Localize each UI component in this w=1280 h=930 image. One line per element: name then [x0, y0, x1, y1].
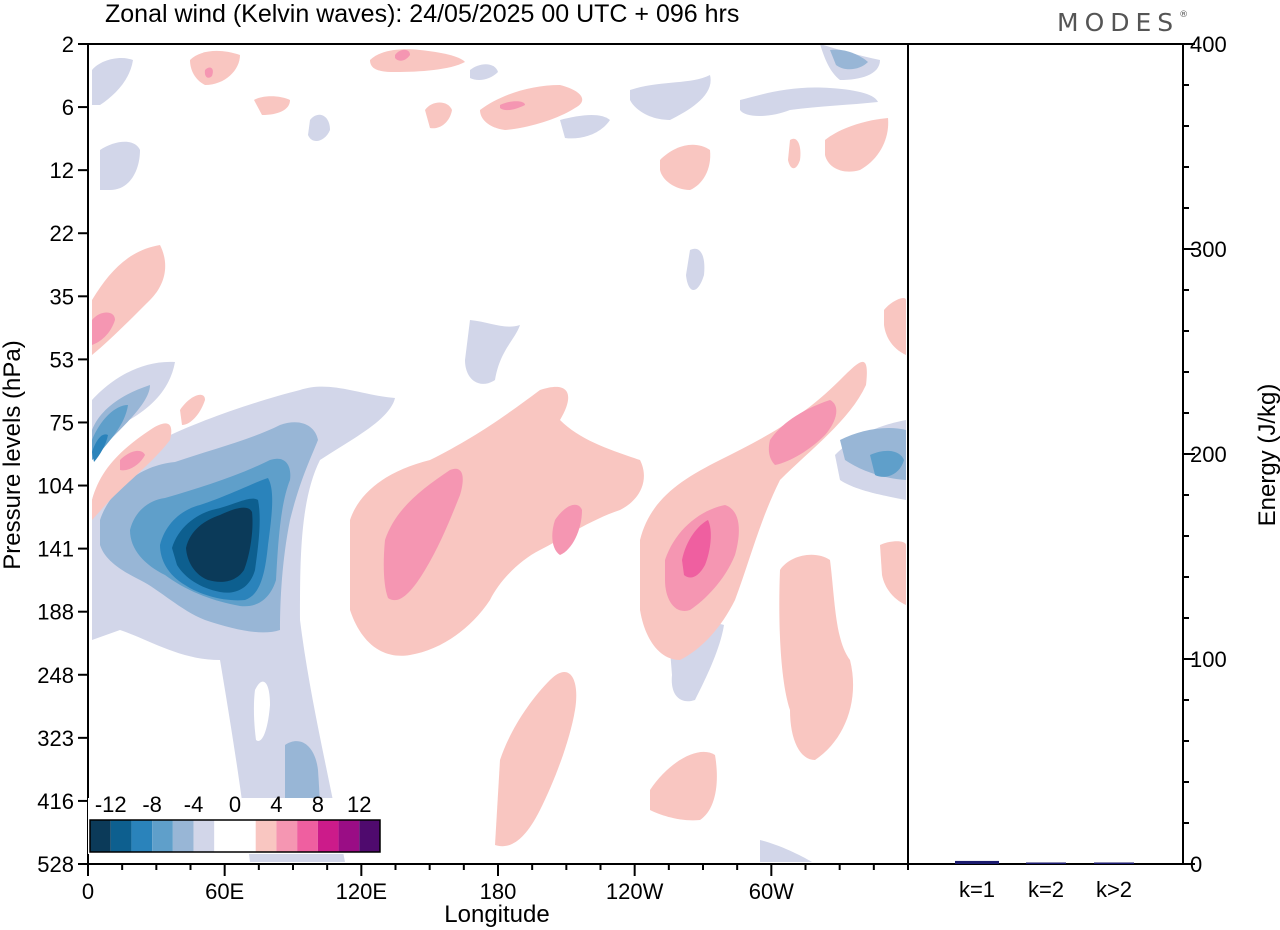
- energy-tick-label: 400: [1190, 32, 1227, 57]
- energy-bar-label: k=1: [959, 877, 995, 902]
- modes-logo: MODES®: [1057, 8, 1189, 37]
- energy-bar-labels: k=1 k=2 k>2: [959, 877, 1132, 902]
- energy-tick-label: 300: [1190, 237, 1227, 262]
- x-tick-label: 60W: [749, 879, 794, 904]
- colorbar: [88, 798, 382, 854]
- y-tick-label: 416: [37, 789, 74, 814]
- energy-tick-label: 0: [1190, 852, 1202, 877]
- energy-bar: [1094, 862, 1134, 864]
- colorbar-label: -12: [95, 792, 127, 817]
- x-tick-label: 120E: [336, 879, 387, 904]
- y-tick-label: 75: [50, 410, 74, 435]
- y-tick-label: 188: [37, 600, 74, 625]
- y-tick-label: 141: [37, 537, 74, 562]
- x-axis-ticks: 0 60E 120E 180 120W 60W: [82, 864, 909, 904]
- colorbar-swatch: [172, 820, 194, 852]
- x-tick-label: 0: [82, 879, 94, 904]
- colorbar-label: 12: [347, 792, 371, 817]
- y-tick-label: 6: [62, 95, 74, 120]
- y-tick-label: 22: [50, 221, 74, 246]
- colorbar-label: 8: [312, 792, 324, 817]
- energy-bar-label: k=2: [1028, 877, 1064, 902]
- energy-axis-title: Energy (J/kg): [1254, 384, 1280, 527]
- colorbar-swatch: [317, 820, 339, 852]
- colorbar-swatch: [90, 820, 111, 852]
- contour-field: [92, 44, 906, 862]
- energy-axis-ticks: 0 100 200 300 400: [1183, 32, 1227, 877]
- contour-pos-4: [682, 520, 711, 578]
- colorbar-swatch: [193, 820, 215, 852]
- energy-bar: [955, 860, 999, 864]
- energy-tick-label: 100: [1190, 647, 1227, 672]
- x-tick-label: 180: [480, 879, 517, 904]
- energy-bar: [1026, 862, 1066, 864]
- colorbar-swatch: [359, 820, 380, 852]
- colorbar-swatch: [338, 820, 360, 852]
- x-tick-label: 120W: [606, 879, 664, 904]
- y-tick-label: 104: [37, 474, 74, 499]
- y-axis-ticks: 2 6 12 22 35 53 75 104 141 188 248 323 416 528: [37, 32, 88, 877]
- colorbar-swatch: [255, 820, 277, 852]
- colorbar-swatch: [214, 820, 235, 852]
- colorbar-label: -8: [142, 792, 162, 817]
- y-tick-label: 2: [62, 32, 74, 57]
- y-tick-label: 12: [50, 158, 74, 183]
- energy-frame: [907, 43, 1184, 865]
- y-tick-label: 53: [50, 347, 74, 372]
- contour-neg-12: [186, 507, 253, 582]
- colorbar-swatch: [110, 820, 132, 852]
- x-tick-label: 60E: [205, 879, 244, 904]
- chart-title: Zonal wind (Kelvin waves): 24/05/2025 00…: [105, 0, 740, 28]
- colorbar-swatch: [152, 820, 173, 852]
- colorbar-swatch: [235, 820, 256, 852]
- colorbar-swatch: [276, 820, 298, 852]
- contour-gap: [94, 645, 270, 760]
- energy-tick-label: 200: [1190, 442, 1227, 467]
- colorbar-label: 4: [270, 792, 282, 817]
- y-tick-label: 323: [37, 726, 74, 751]
- y-axis-title: Pressure levels (hPa): [0, 340, 26, 569]
- x-axis-title: Longitude: [444, 901, 549, 928]
- colorbar-swatch: [297, 820, 318, 852]
- colorbar-label: 0: [229, 792, 241, 817]
- energy-bars: [955, 860, 1134, 864]
- colorbar-labels: -12 -8 -4 0 4 8 12: [95, 792, 372, 817]
- colorbar-swatch: [131, 820, 153, 852]
- y-tick-label: 528: [37, 852, 74, 877]
- colorbar-border: [89, 819, 381, 853]
- y-tick-label: 35: [50, 284, 74, 309]
- colorbar-label: -4: [184, 792, 204, 817]
- y-tick-label: 248: [37, 663, 74, 688]
- energy-bar-label: k>2: [1096, 877, 1132, 902]
